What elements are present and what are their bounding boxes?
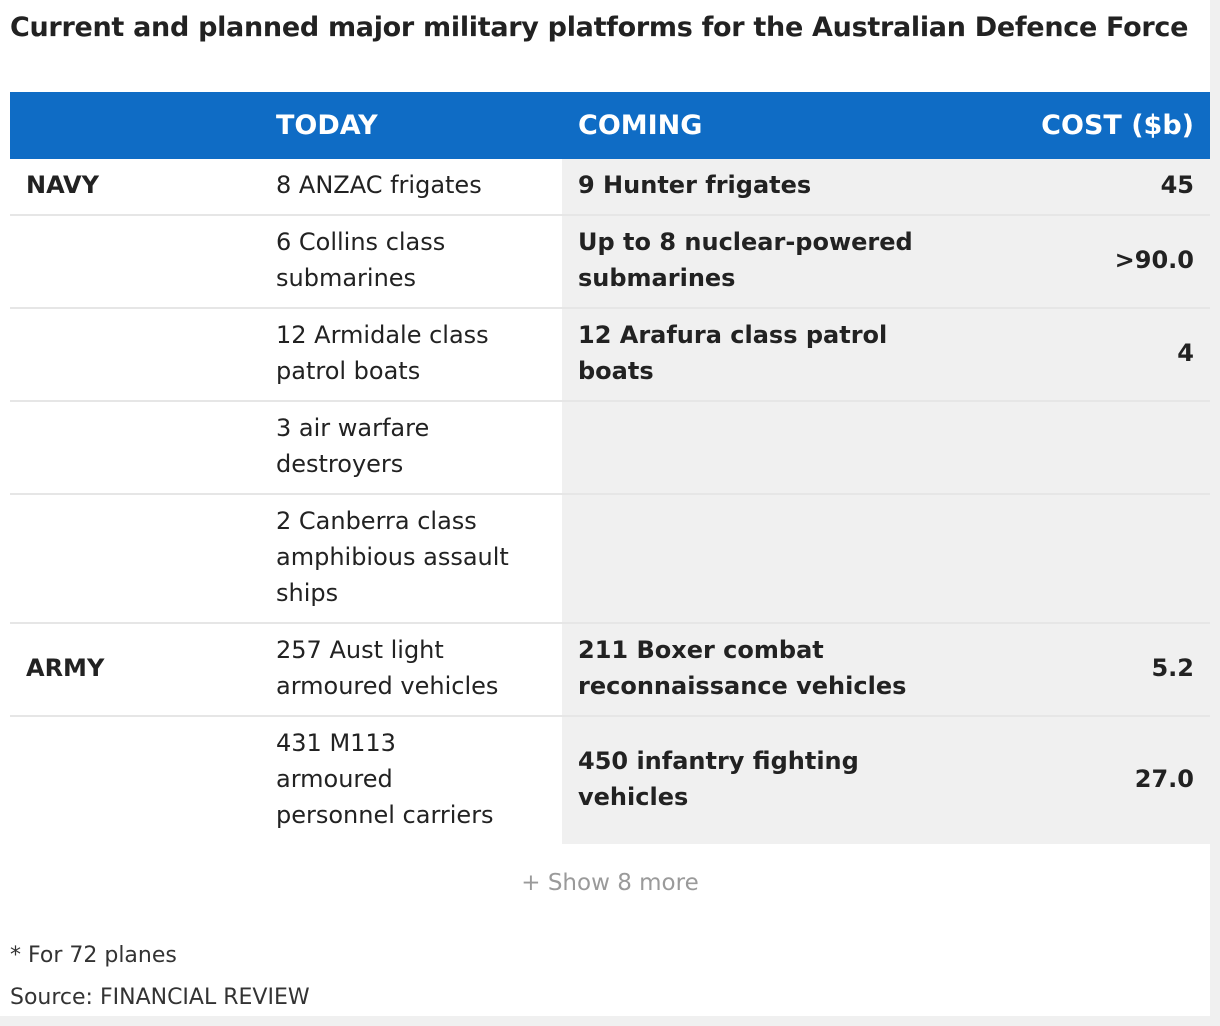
show-more-button[interactable]: + Show 8 more (521, 870, 699, 896)
today-cell: 257 Aust light armoured vehicles (260, 623, 562, 717)
coming-cell: 12 Arafura class patrol boats (562, 308, 940, 402)
platforms-table: TODAY COMING COST ($b) NAVY 8 ANZAC frig… (10, 92, 1210, 844)
today-cell: 431 M113 armoured personnel carriers (276, 729, 494, 829)
header-cost: COST ($b) (940, 92, 1210, 159)
coming-cell: 211 Boxer combat reconnaissance vehicles (562, 623, 940, 717)
branch-cell: ARMY (10, 623, 260, 717)
table-row: 6 Collins class submarines Up to 8 nucle… (10, 215, 1210, 309)
cost-cell: 5.2 (940, 623, 1210, 717)
cost-cell: 4 (940, 308, 1210, 402)
branch-cell (10, 494, 260, 624)
coming-cell (562, 494, 940, 624)
today-cell: 2 Canberra class amphibious assault ship… (260, 494, 562, 624)
footnote: * For 72 planes (10, 943, 177, 968)
table-row: ARMY 257 Aust light armoured vehicles 21… (10, 623, 1210, 717)
today-cell: 6 Collins class submarines (260, 215, 562, 309)
table-row: NAVY 8 ANZAC frigates 9 Hunter frigates … (10, 159, 1210, 216)
coming-cell: Up to 8 nuclear-powered submarines (562, 215, 940, 309)
table-header-row: TODAY COMING COST ($b) (10, 92, 1210, 159)
coming-cell: 450 infantry fighting vehicles (562, 716, 940, 844)
cost-cell: 27.0 (940, 716, 1210, 844)
cost-cell: >90.0 (940, 215, 1210, 309)
branch-cell (10, 401, 260, 495)
source-note: Source: FINANCIAL REVIEW (10, 985, 310, 1010)
coming-cell: 9 Hunter frigates (562, 159, 940, 216)
branch-cell (10, 215, 260, 309)
chart-title: Current and planned major military platf… (10, 12, 1189, 43)
cost-cell (940, 494, 1210, 624)
cost-cell (940, 401, 1210, 495)
header-coming: COMING (562, 92, 940, 159)
table-row: 3 air warfare destroyers (10, 401, 1210, 495)
branch-cell (10, 308, 260, 402)
table-row: 431 M113 armoured personnel carriers 450… (10, 716, 1210, 844)
table-row: 12 Armidale class patrol boats 12 Arafur… (10, 308, 1210, 402)
branch-cell (10, 716, 260, 844)
branch-cell: NAVY (10, 159, 260, 216)
today-cell: 8 ANZAC frigates (260, 159, 562, 216)
table-row: 2 Canberra class amphibious assault ship… (10, 494, 1210, 624)
today-cell: 12 Armidale class patrol boats (260, 308, 562, 402)
header-today: TODAY (260, 92, 562, 159)
today-cell: 3 air warfare destroyers (260, 401, 562, 495)
header-branch (10, 92, 260, 159)
coming-cell (562, 401, 940, 495)
cost-cell: 45 (940, 159, 1210, 216)
